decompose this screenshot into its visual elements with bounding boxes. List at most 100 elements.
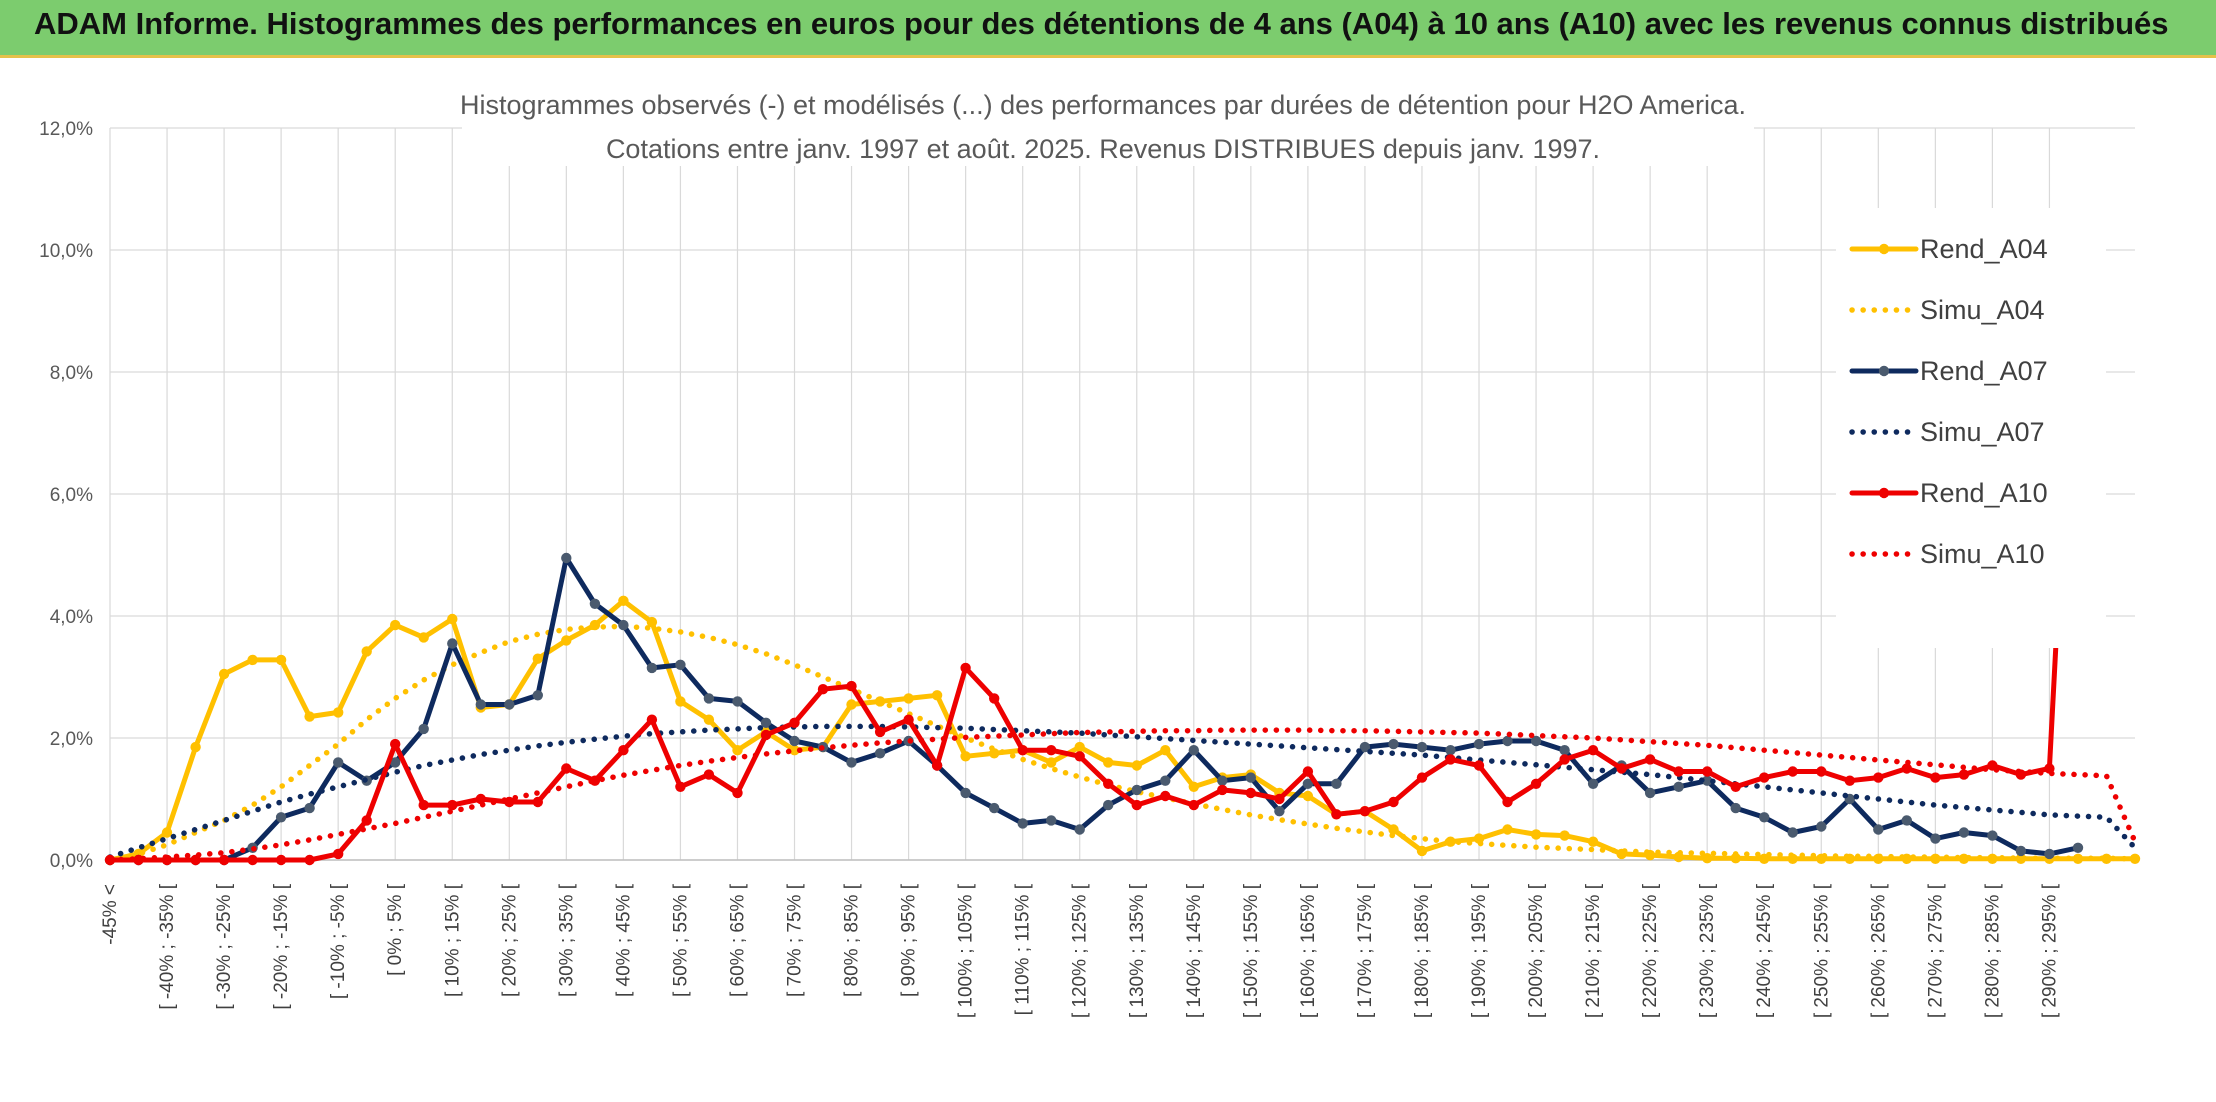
data-point	[275, 854, 287, 866]
data-point	[1046, 757, 1057, 768]
data-point	[732, 745, 743, 756]
data-point	[618, 619, 629, 631]
data-point	[1616, 763, 1627, 774]
data-point	[1074, 824, 1085, 835]
data-point	[1188, 745, 1200, 756]
legend-label: Simu_A04	[1920, 295, 2045, 325]
legend-label: Rend_A10	[1920, 478, 2048, 508]
data-point	[333, 707, 344, 718]
y-tick-label: 10,0%	[39, 241, 93, 262]
x-tick-label: [ -40% ; -35% [	[157, 883, 178, 1009]
y-tick-label: 12,0%	[39, 119, 93, 140]
data-point	[1046, 815, 1057, 826]
data-point	[989, 802, 1000, 814]
data-point	[1987, 830, 1998, 841]
series-line	[107, 555, 2081, 863]
series-rend-a10	[104, 220, 2084, 866]
data-point	[1873, 772, 1884, 783]
data-point	[1530, 829, 1542, 840]
y-axis-ticks: 0,0% 2,0% 4,0% 6,0% 8,0% 10,0% 12,0%	[39, 119, 93, 872]
data-point	[1587, 745, 1599, 756]
data-point	[532, 796, 543, 808]
data-point	[1416, 772, 1428, 783]
data-point	[1702, 775, 1713, 786]
data-point	[1188, 799, 1200, 811]
data-point	[504, 699, 515, 710]
data-point	[1160, 790, 1171, 802]
data-point	[1331, 809, 1342, 820]
data-point	[1530, 735, 1542, 747]
data-point	[1958, 769, 1970, 780]
data-point	[1359, 741, 1371, 753]
data-point	[1046, 745, 1057, 756]
data-point	[1816, 766, 1827, 777]
data-point	[1074, 741, 1085, 753]
data-point	[675, 696, 686, 707]
x-tick-label: [ 200% ; 205% [	[1526, 883, 1547, 1018]
data-point	[789, 745, 800, 756]
data-point	[960, 787, 971, 799]
x-tick-label: [ 130% ; 135% [	[1127, 883, 1148, 1018]
x-tick-label: [ 120% ; 125% [	[1070, 883, 1091, 1018]
x-tick-label: [ 160% ; 165% [	[1298, 883, 1319, 1018]
x-tick-label: [ -10% ; -5% [	[328, 883, 349, 999]
data-point	[874, 726, 886, 738]
data-point	[1673, 781, 1684, 792]
data-point	[1416, 845, 1428, 857]
data-point	[1359, 806, 1371, 817]
data-point	[2101, 853, 2112, 864]
x-tick-label: [ 260% ; 265% [	[1868, 883, 1889, 1018]
data-point	[618, 745, 629, 756]
data-point	[390, 619, 401, 631]
data-point	[1245, 787, 1257, 799]
data-point	[561, 635, 572, 646]
data-point	[874, 748, 886, 759]
x-tick-label: [ 270% ; 275% [	[1925, 883, 1946, 1018]
data-point	[1160, 745, 1171, 756]
x-tick-label: [ 290% ; 295% [	[2039, 883, 2060, 1018]
data-point	[618, 595, 629, 606]
chart-series	[104, 220, 2141, 866]
data-point	[646, 616, 658, 628]
x-tick-label: [ -30% ; -25% [	[214, 883, 235, 1009]
x-tick-label: [ 240% ; 245% [	[1754, 883, 1775, 1018]
data-point	[247, 854, 258, 866]
data-point	[1787, 827, 1798, 838]
data-point	[1103, 778, 1114, 789]
data-point	[1644, 754, 1656, 765]
data-point	[1302, 778, 1314, 789]
data-point	[1388, 824, 1399, 835]
data-point	[703, 693, 715, 704]
data-point	[846, 757, 857, 768]
data-point	[760, 729, 772, 741]
data-point	[846, 680, 857, 692]
data-point	[1017, 818, 1028, 829]
data-point	[2044, 848, 2055, 860]
legend-label: Rend_A04	[1920, 234, 2048, 264]
legend-label: Simu_A10	[1920, 539, 2045, 569]
data-point	[1873, 824, 1884, 835]
data-point	[1958, 827, 1970, 838]
x-tick-label: [ 180% ; 185% [	[1412, 883, 1433, 1018]
data-point	[1473, 738, 1485, 750]
y-tick-label: 0,0%	[50, 851, 93, 872]
data-point	[418, 723, 429, 735]
data-point	[1245, 772, 1257, 783]
data-point	[190, 741, 201, 753]
data-point	[1816, 821, 1827, 832]
data-point	[361, 815, 372, 826]
data-point	[1473, 760, 1485, 771]
data-point	[1017, 745, 1028, 756]
data-point	[846, 699, 857, 710]
legend-marker	[1878, 243, 1890, 255]
data-point	[304, 802, 315, 814]
data-point	[1930, 833, 1941, 844]
data-point	[1559, 830, 1570, 841]
data-point	[675, 781, 686, 792]
report-header-banner: ADAM Informe. Histogrammes des performan…	[0, 0, 2216, 58]
data-point	[218, 854, 230, 866]
y-tick-label: 6,0%	[50, 485, 93, 506]
x-tick-label: [ 70% ; 75% [	[785, 883, 806, 997]
x-tick-label: [ 190% ; 195% [	[1469, 883, 1490, 1018]
data-point	[1388, 738, 1399, 750]
